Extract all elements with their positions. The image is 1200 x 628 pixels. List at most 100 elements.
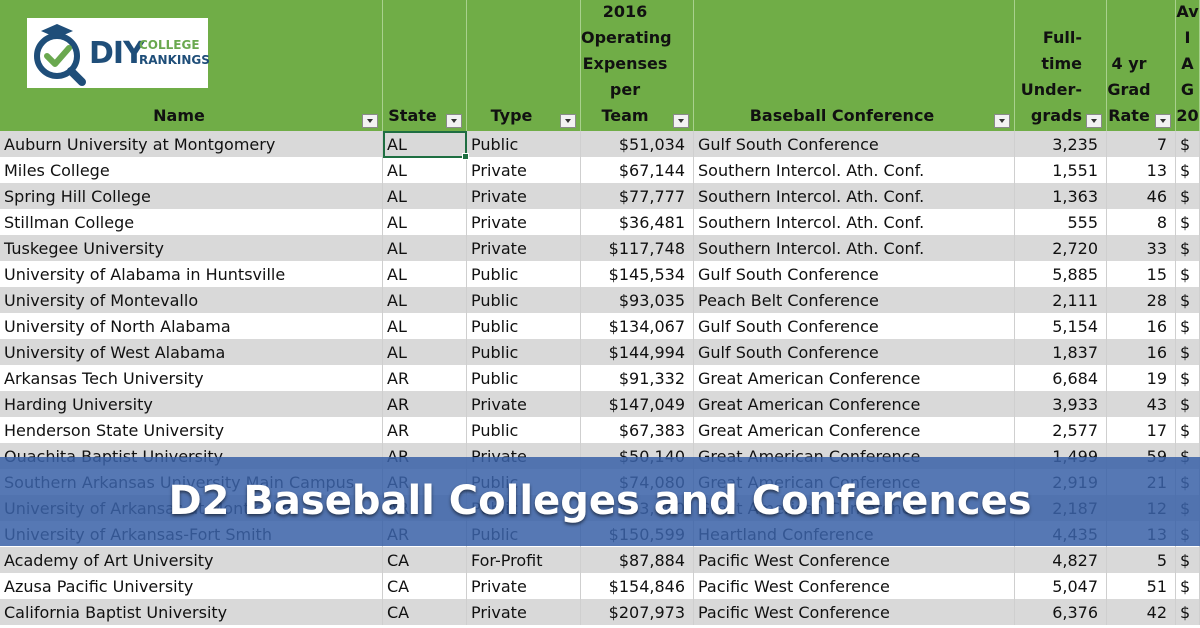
cell-baseball-conference[interactable]: Pacific West Conference: [694, 599, 1015, 625]
cell-avg-aid[interactable]: $: [1176, 287, 1200, 313]
cell-operating-expenses[interactable]: $67,383: [581, 417, 694, 443]
cell-grad-rate[interactable]: 46: [1107, 183, 1176, 209]
cell-state[interactable]: AL: [383, 235, 467, 261]
header-type[interactable]: Type: [467, 0, 581, 131]
cell-operating-expenses[interactable]: $93,035: [581, 287, 694, 313]
cell-grad-rate[interactable]: 13: [1107, 157, 1176, 183]
cell-name[interactable]: Spring Hill College: [0, 183, 383, 209]
cell-type[interactable]: Private: [467, 599, 581, 625]
cell-grad-rate[interactable]: 5: [1107, 547, 1176, 573]
cell-operating-expenses[interactable]: $117,748: [581, 235, 694, 261]
cell-name[interactable]: University of Montevallo: [0, 287, 383, 313]
cell-avg-aid[interactable]: $: [1176, 417, 1200, 443]
cell-full-time-undergrads[interactable]: 3,933: [1015, 391, 1107, 417]
cell-grad-rate[interactable]: 19: [1107, 365, 1176, 391]
cell-full-time-undergrads[interactable]: 1,837: [1015, 339, 1107, 365]
cell-type[interactable]: Private: [467, 573, 581, 599]
cell-operating-expenses[interactable]: $207,973: [581, 599, 694, 625]
cell-state[interactable]: AR: [383, 391, 467, 417]
cell-type[interactable]: Public: [467, 131, 581, 157]
cell-baseball-conference[interactable]: Gulf South Conference: [694, 313, 1015, 339]
cell-avg-aid[interactable]: $: [1176, 157, 1200, 183]
cell-operating-expenses[interactable]: $51,034: [581, 131, 694, 157]
header-state[interactable]: State: [383, 0, 467, 131]
cell-state[interactable]: AR: [383, 417, 467, 443]
cell-type[interactable]: Public: [467, 287, 581, 313]
cell-grad-rate[interactable]: 15: [1107, 261, 1176, 287]
cell-avg-aid[interactable]: $: [1176, 339, 1200, 365]
cell-full-time-undergrads[interactable]: 2,720: [1015, 235, 1107, 261]
cell-avg-aid[interactable]: $: [1176, 131, 1200, 157]
cell-avg-aid[interactable]: $: [1176, 209, 1200, 235]
cell-type[interactable]: For-Profit: [467, 547, 581, 573]
cell-name[interactable]: Arkansas Tech University: [0, 365, 383, 391]
cell-grad-rate[interactable]: 8: [1107, 209, 1176, 235]
cell-full-time-undergrads[interactable]: 2,111: [1015, 287, 1107, 313]
cell-operating-expenses[interactable]: $144,994: [581, 339, 694, 365]
cell-type[interactable]: Public: [467, 365, 581, 391]
cell-state[interactable]: AL: [383, 287, 467, 313]
cell-name[interactable]: Henderson State University: [0, 417, 383, 443]
cell-grad-rate[interactable]: 28: [1107, 287, 1176, 313]
cell-type[interactable]: Private: [467, 391, 581, 417]
cell-full-time-undergrads[interactable]: 5,047: [1015, 573, 1107, 599]
cell-name[interactable]: Academy of Art University: [0, 547, 383, 573]
cell-name[interactable]: Azusa Pacific University: [0, 573, 383, 599]
header-avg-aid[interactable]: Av I A G 20: [1176, 0, 1200, 131]
cell-state[interactable]: CA: [383, 547, 467, 573]
cell-baseball-conference[interactable]: Southern Intercol. Ath. Conf.: [694, 235, 1015, 261]
cell-operating-expenses[interactable]: $154,846: [581, 573, 694, 599]
cell-avg-aid[interactable]: $: [1176, 599, 1200, 625]
cell-baseball-conference[interactable]: Southern Intercol. Ath. Conf.: [694, 157, 1015, 183]
filter-dropdown-icon[interactable]: [362, 114, 378, 128]
cell-baseball-conference[interactable]: Gulf South Conference: [694, 131, 1015, 157]
cell-type[interactable]: Public: [467, 313, 581, 339]
cell-type[interactable]: Private: [467, 183, 581, 209]
cell-avg-aid[interactable]: $: [1176, 261, 1200, 287]
cell-state[interactable]: AL: [383, 209, 467, 235]
cell-full-time-undergrads[interactable]: 2,577: [1015, 417, 1107, 443]
cell-type[interactable]: Public: [467, 261, 581, 287]
header-full-time-undergrads[interactable]: Full-time Under- grads: [1015, 0, 1107, 131]
cell-grad-rate[interactable]: 7: [1107, 131, 1176, 157]
cell-grad-rate[interactable]: 33: [1107, 235, 1176, 261]
cell-type[interactable]: Private: [467, 157, 581, 183]
cell-name[interactable]: Tuskegee University: [0, 235, 383, 261]
cell-full-time-undergrads[interactable]: 1,363: [1015, 183, 1107, 209]
cell-type[interactable]: Private: [467, 209, 581, 235]
cell-grad-rate[interactable]: 43: [1107, 391, 1176, 417]
cell-name[interactable]: Auburn University at Montgomery: [0, 131, 383, 157]
cell-avg-aid[interactable]: $: [1176, 183, 1200, 209]
filter-dropdown-icon[interactable]: [560, 114, 576, 128]
cell-avg-aid[interactable]: $: [1176, 391, 1200, 417]
cell-operating-expenses[interactable]: $67,144: [581, 157, 694, 183]
cell-full-time-undergrads[interactable]: 1,551: [1015, 157, 1107, 183]
filter-dropdown-icon[interactable]: [673, 114, 689, 128]
cell-full-time-undergrads[interactable]: 6,684: [1015, 365, 1107, 391]
filter-dropdown-icon[interactable]: [994, 114, 1010, 128]
cell-state[interactable]: AR: [383, 365, 467, 391]
cell-baseball-conference[interactable]: Great American Conference: [694, 365, 1015, 391]
cell-grad-rate[interactable]: 16: [1107, 313, 1176, 339]
cell-state[interactable]: AL: [383, 183, 467, 209]
cell-avg-aid[interactable]: $: [1176, 235, 1200, 261]
cell-grad-rate[interactable]: 16: [1107, 339, 1176, 365]
cell-operating-expenses[interactable]: $77,777: [581, 183, 694, 209]
cell-name[interactable]: California Baptist University: [0, 599, 383, 625]
cell-baseball-conference[interactable]: Great American Conference: [694, 417, 1015, 443]
cell-type[interactable]: Public: [467, 339, 581, 365]
cell-baseball-conference[interactable]: Great American Conference: [694, 391, 1015, 417]
cell-baseball-conference[interactable]: Southern Intercol. Ath. Conf.: [694, 183, 1015, 209]
cell-operating-expenses[interactable]: $145,534: [581, 261, 694, 287]
cell-baseball-conference[interactable]: Pacific West Conference: [694, 547, 1015, 573]
cell-operating-expenses[interactable]: $134,067: [581, 313, 694, 339]
cell-avg-aid[interactable]: $: [1176, 547, 1200, 573]
cell-state[interactable]: AL: [383, 261, 467, 287]
cell-name[interactable]: University of Alabama in Huntsville: [0, 261, 383, 287]
cell-grad-rate[interactable]: 17: [1107, 417, 1176, 443]
header-baseball-conference[interactable]: Baseball Conference: [694, 0, 1015, 131]
cell-full-time-undergrads[interactable]: 5,154: [1015, 313, 1107, 339]
cell-state[interactable]: AL: [383, 339, 467, 365]
cell-name[interactable]: Harding University: [0, 391, 383, 417]
filter-dropdown-icon[interactable]: [446, 114, 462, 128]
